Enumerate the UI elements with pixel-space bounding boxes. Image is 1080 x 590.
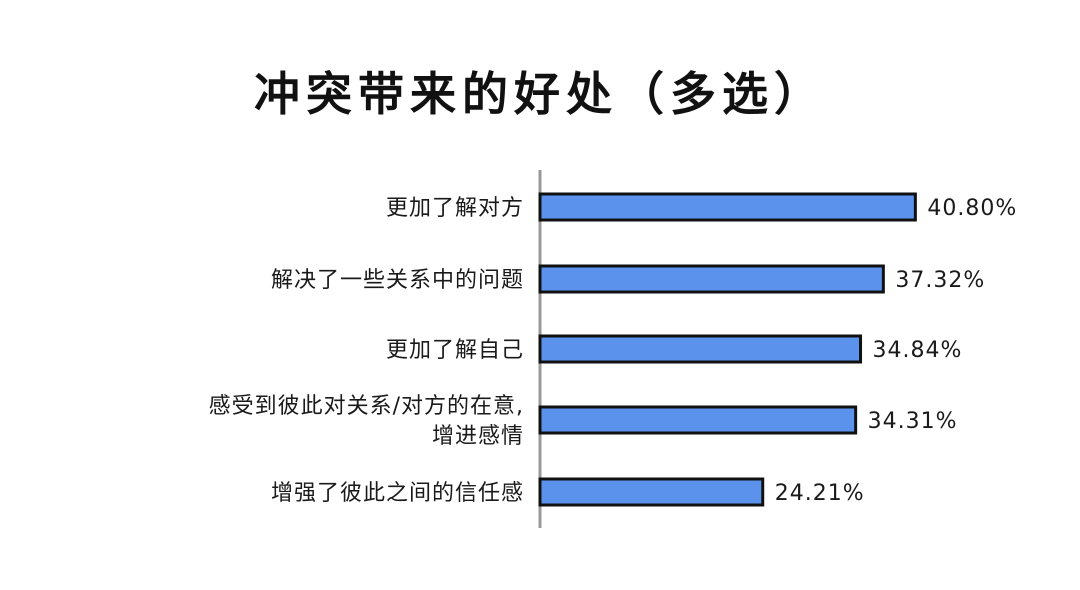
bar (538, 405, 858, 435)
bar (538, 334, 863, 364)
category-label: 更加了解自己 (386, 338, 524, 363)
category-label: 解决了一些关系中的问题 (271, 268, 524, 293)
bar (538, 192, 917, 222)
value-label: 34.84% (873, 338, 963, 363)
category-label: 感受到彼此对关系/对方的在意, (209, 394, 524, 419)
bar (538, 477, 765, 507)
bar (538, 264, 885, 294)
category-label: 更加了解对方 (386, 196, 524, 221)
category-label: 增进感情 (432, 424, 524, 449)
value-label: 24.21% (775, 481, 865, 506)
value-label: 40.80% (927, 196, 1017, 221)
value-label: 34.31% (868, 409, 958, 434)
category-label: 增强了彼此之间的信任感 (271, 481, 524, 506)
value-label: 37.32% (895, 268, 985, 293)
chart-title: 冲突带来的好处（多选） (254, 67, 826, 121)
